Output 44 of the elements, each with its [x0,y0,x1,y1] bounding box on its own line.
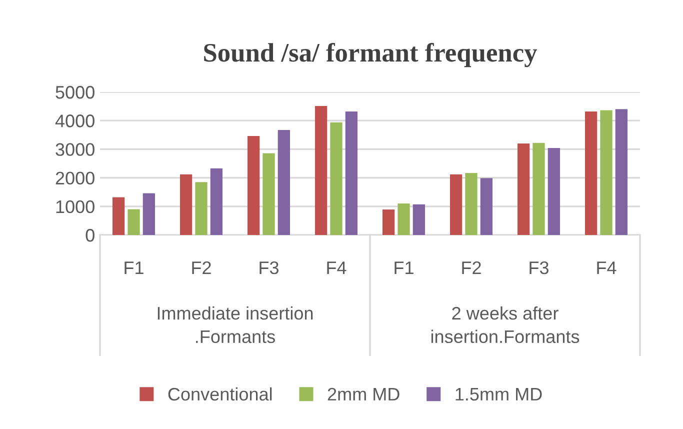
bar [548,148,560,235]
legend-label: 1.5mm MD [456,388,542,401]
x-tick-label: F3 [260,261,278,274]
bar [180,174,192,235]
text: 2 weeks after insertion.Formants [431,306,580,344]
bar [262,153,275,235]
x-tick-label: F2 [462,261,481,274]
y-tick-label: 2000 [56,172,94,185]
x-tick-label: F1 [394,262,414,274]
bar [112,197,125,235]
y-tick-label: 1000 [56,200,94,214]
bar [278,130,290,235]
bar [195,182,208,235]
bar [532,142,545,235]
y-tick-label: 4000 [55,114,94,128]
text: Immediate insertion .Formants [158,306,313,344]
bar [517,143,530,235]
bar [465,172,478,235]
bar [210,168,223,235]
bar [128,209,140,235]
bar [330,122,342,235]
bar [382,210,395,235]
bar [584,111,598,235]
x-tick-label: F2 [192,261,211,274]
legend-label: Conventional [168,387,272,401]
bar [600,110,612,235]
bar [398,204,410,235]
x-tick-label: F1 [124,262,144,274]
bar [247,136,260,235]
y-tick-label: 5000 [56,86,94,99]
chart-title: Sound /sa/ formant frequency [204,42,538,68]
x-tick-label: F4 [597,262,616,274]
bar [412,204,426,235]
bar [142,193,156,235]
bar [450,174,462,235]
y-tick-label: 0 [86,228,94,242]
bar [314,106,328,235]
bar [345,111,358,235]
x-tick-label: F3 [530,261,548,274]
x-tick-label: F4 [327,262,346,274]
legend-label: 2mm MD [328,388,400,400]
y-tick-label: 3000 [56,143,94,156]
bar [480,178,493,235]
bar [615,109,628,235]
